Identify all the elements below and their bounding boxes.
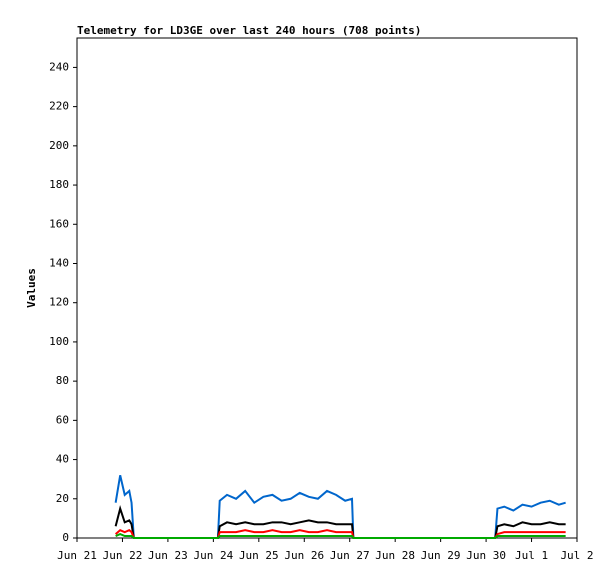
chart-title: Telemetry for LD3GE over last 240 hours …	[77, 24, 421, 37]
y-tick-label: 80	[56, 374, 69, 387]
x-tick-label: Jun 21	[57, 549, 97, 562]
x-tick-label: Jul 1	[515, 549, 548, 562]
x-tick-label: Jun 26	[284, 549, 324, 562]
x-tick-label: Jun 30	[466, 549, 506, 562]
x-tick-label: Jun 22	[103, 549, 143, 562]
data-line	[115, 532, 566, 539]
y-tick-label: 120	[49, 296, 69, 309]
x-tick-label: Jun 23	[148, 549, 188, 562]
y-tick-label: 100	[49, 335, 69, 348]
x-tick-label: Jun 25	[239, 549, 279, 562]
y-tick-label: 220	[49, 100, 69, 113]
y-axis-label: Values	[25, 268, 38, 308]
y-tick-label: 60	[56, 413, 69, 426]
x-tick-label: Jun 28	[375, 549, 415, 562]
x-tick-label: Jun 24	[193, 549, 233, 562]
x-tick-label: Jul 2	[560, 549, 593, 562]
y-tick-label: 180	[49, 178, 69, 191]
x-tick-label: Jun 27	[330, 549, 370, 562]
y-tick-label: 0	[62, 531, 69, 544]
data-line	[114, 475, 566, 539]
y-tick-label: 240	[49, 60, 69, 73]
y-tick-label: 20	[56, 492, 69, 505]
y-tick-label: 160	[49, 217, 69, 230]
y-tick-label: 200	[49, 139, 69, 152]
y-tick-label: 40	[56, 453, 69, 466]
plot-frame	[76, 37, 578, 539]
y-tick-label: 140	[49, 256, 69, 269]
x-tick-label: Jun 29	[421, 549, 461, 562]
